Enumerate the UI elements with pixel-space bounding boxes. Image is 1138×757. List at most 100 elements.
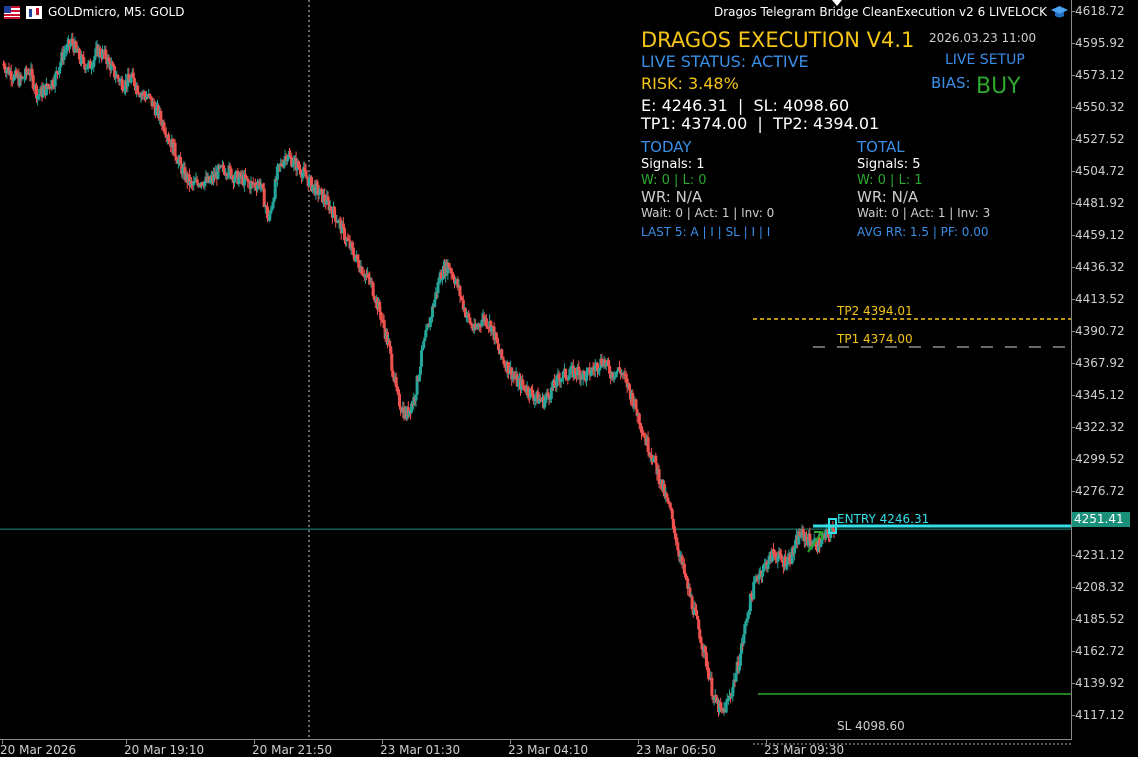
- candle-body: [237, 177, 241, 185]
- candle-body: [825, 529, 829, 531]
- candle-body: [755, 577, 759, 579]
- candle-body: [607, 360, 610, 366]
- candle-body: [136, 85, 140, 94]
- candle-body: [304, 170, 308, 177]
- candle-body: [490, 326, 494, 332]
- candle-body: [668, 503, 672, 508]
- candle-body: [256, 184, 260, 190]
- candle-body: [478, 324, 482, 326]
- candle-body: [154, 107, 158, 116]
- candle-body: [385, 332, 389, 344]
- candle-body: [288, 154, 291, 156]
- candle-body: [743, 624, 747, 635]
- candle-body: [649, 454, 653, 459]
- risk-label: RISK: 3.48%: [641, 74, 739, 93]
- price-axis-label: 4231.12: [1075, 548, 1125, 562]
- total-heading: TOTAL: [857, 138, 905, 156]
- candle-body: [398, 393, 401, 407]
- candle-body: [494, 332, 498, 341]
- candle-body: [261, 184, 265, 189]
- candle-body: [456, 279, 460, 288]
- candle-body: [357, 260, 361, 268]
- candle-body: [190, 180, 194, 184]
- candle-body: [484, 318, 488, 327]
- candle-body: [301, 172, 305, 178]
- candle-body: [753, 581, 757, 583]
- candle-body: [446, 262, 450, 274]
- candle-body: [708, 679, 712, 681]
- candle-body: [798, 532, 802, 536]
- candle-body: [285, 159, 289, 162]
- candle-body: [250, 181, 254, 183]
- candle-body: [750, 593, 753, 597]
- candle-body: [317, 193, 321, 196]
- candle-body: [92, 60, 96, 68]
- candle-body: [88, 61, 92, 69]
- time-axis-label: 20 Mar 2026: [0, 743, 77, 757]
- candle-body: [637, 413, 641, 425]
- candle-body: [614, 372, 618, 377]
- candle-body: [440, 278, 444, 280]
- candle-body: [512, 375, 516, 377]
- candle-body: [268, 213, 272, 221]
- candle-body: [671, 518, 675, 529]
- candle-body: [740, 643, 744, 654]
- candle-body: [745, 619, 749, 622]
- candle-body: [203, 181, 207, 187]
- candle-body: [164, 134, 168, 138]
- candle-body: [647, 452, 651, 456]
- candle-body: [530, 388, 533, 390]
- candle-body: [46, 83, 49, 88]
- candle-body: [449, 269, 453, 274]
- buy-signal-arrow-head: [814, 531, 823, 540]
- graduation-cap-icon[interactable]: [1051, 5, 1068, 19]
- candle-body: [341, 223, 345, 228]
- candle-body: [52, 86, 56, 88]
- chart-type-icon[interactable]: [26, 5, 42, 19]
- candle-body: [350, 243, 354, 248]
- candle-body: [652, 457, 656, 462]
- ea-header[interactable]: Dragos Telegram Bridge CleanExecution v2…: [714, 5, 1068, 19]
- price-axis-label: 4162.72: [1075, 644, 1125, 658]
- candle-body: [201, 182, 205, 185]
- candle-body: [314, 182, 318, 195]
- buy-signal-arrow: [807, 531, 823, 553]
- candle-body: [706, 666, 709, 669]
- candle-body: [675, 539, 679, 543]
- candle-body: [814, 539, 818, 550]
- price-tick: [1071, 459, 1075, 460]
- candle-body: [41, 88, 45, 97]
- candle-body: [290, 157, 294, 167]
- candle-body: [604, 362, 608, 366]
- candle-body: [588, 367, 592, 376]
- candle-body: [259, 185, 263, 188]
- candle-body: [476, 326, 480, 328]
- chart-shift-marker-icon[interactable]: [832, 0, 842, 6]
- price-axis-label: 4573.12: [1075, 68, 1125, 82]
- price-axis-label: 4459.12: [1075, 228, 1125, 242]
- candle-body: [91, 67, 95, 69]
- candle-body: [120, 79, 124, 90]
- candle-body: [307, 177, 311, 187]
- candle-body: [741, 643, 745, 645]
- candle-body: [297, 167, 301, 170]
- candle-body: [270, 208, 274, 211]
- candle-body: [567, 375, 571, 381]
- candle-body: [560, 377, 564, 380]
- candle-body: [526, 386, 530, 396]
- candle-body: [561, 371, 565, 378]
- price-axis-label: 4276.72: [1075, 484, 1125, 498]
- price-axis-label: 4436.32: [1075, 260, 1125, 274]
- candle-body: [5, 69, 9, 73]
- candle-body: [114, 77, 118, 79]
- candle-body: [591, 368, 595, 370]
- candle-body: [625, 378, 629, 388]
- candle-body: [389, 346, 393, 354]
- candle-body: [624, 376, 628, 379]
- candle-body: [370, 281, 374, 283]
- candle-body: [766, 564, 770, 569]
- candle-body: [711, 695, 715, 700]
- candle-body: [174, 156, 178, 161]
- candle-body: [273, 179, 277, 199]
